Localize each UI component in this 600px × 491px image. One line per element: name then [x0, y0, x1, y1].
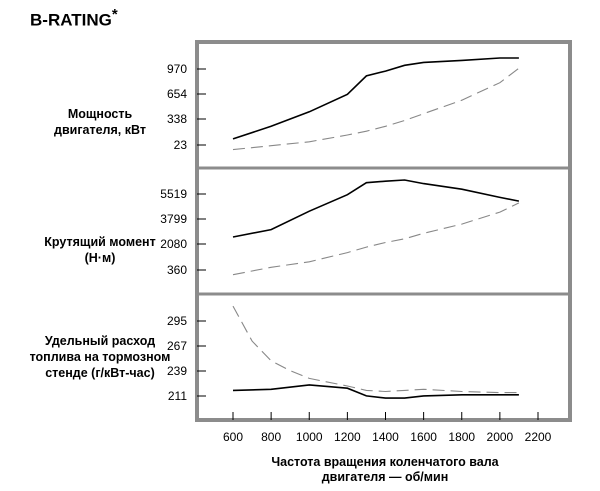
- power-y-tick-label: 970: [167, 62, 187, 76]
- plot-frame: [195, 40, 572, 422]
- torque-y-tick-label: 2080: [160, 237, 187, 251]
- torque-label-line-2: (Н·м): [84, 251, 116, 265]
- fuel-y-tick-label: 211: [168, 389, 187, 403]
- x-axis-title-line-1: Частота вращения коленчатого вала: [271, 455, 499, 469]
- x-tick-label: 2000: [487, 430, 514, 444]
- chart-title: B-RATING*: [30, 6, 118, 30]
- torque-y-tick-label: 3799: [160, 212, 187, 226]
- x-tick-label: 600: [223, 430, 243, 444]
- x-tick-label: 1800: [448, 430, 475, 444]
- torque-y-tick-label: 360: [167, 263, 187, 277]
- x-tick-label: 1400: [372, 430, 399, 444]
- power-label-line-1: Мощность: [67, 107, 133, 121]
- fuel-label-line-2: топлива на тормозном: [29, 350, 171, 364]
- x-axis-title: Частота вращения коленчатого вала двигат…: [200, 455, 570, 485]
- torque-panel-label: Крутящий момент (Н·м): [10, 234, 190, 266]
- fuel-series-solid: [232, 384, 519, 399]
- title-asterisk: *: [111, 6, 118, 23]
- fuel-y-tick-label: 239: [167, 364, 187, 378]
- x-tick-label: 1600: [410, 430, 437, 444]
- power-y-tick-label: 654: [167, 87, 187, 101]
- x-tick-label: 800: [261, 430, 281, 444]
- torque-series-dashed: [232, 202, 520, 276]
- x-tick-label: 1000: [296, 430, 323, 444]
- x-axis-title-line-2: двигателя — об/мин: [321, 470, 449, 484]
- fuel-series-dashed: [232, 305, 519, 394]
- fuel-label-line-1: Удельный расход: [44, 334, 156, 348]
- power-series-solid: [232, 57, 519, 140]
- fuel-panel-label: Удельный расход топлива на тормозном сте…: [10, 333, 190, 381]
- fuel-y-tick-label: 295: [167, 314, 187, 328]
- power-label-line-2: двигателя, кВт: [54, 123, 146, 137]
- fuel-y-tick-label: 267: [167, 339, 187, 353]
- torque-label-line-1: Крутящий момент: [44, 235, 156, 249]
- power-series-dashed: [232, 67, 520, 151]
- torque-y-tick-label: 5519: [160, 187, 187, 201]
- x-tick-label: 2200: [525, 430, 552, 444]
- torque-series-solid: [232, 179, 520, 238]
- x-tick-label: 1200: [334, 430, 361, 444]
- power-panel-label: Мощность двигателя, кВт: [10, 106, 190, 138]
- power-y-tick-label: 338: [167, 112, 187, 126]
- fuel-label-line-3: стенде (г/кВт-час): [45, 366, 155, 380]
- power-y-tick-label: 23: [174, 138, 188, 152]
